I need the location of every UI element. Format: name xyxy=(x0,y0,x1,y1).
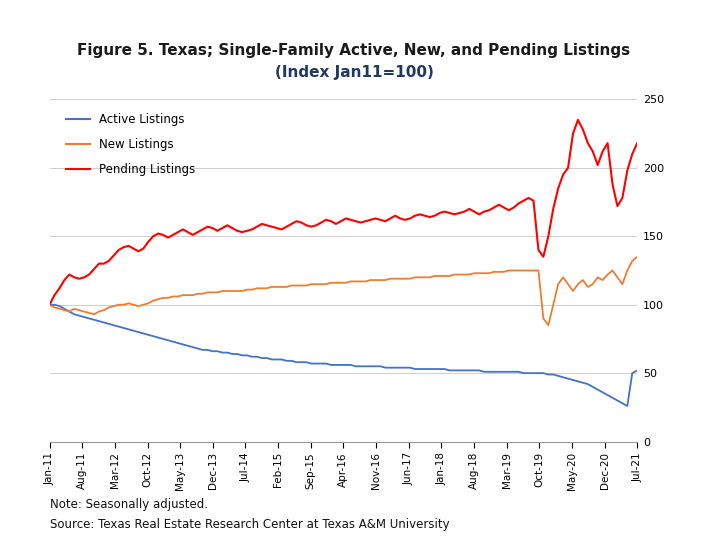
Text: Figure 5. Texas; Single-Family Active, New, and Pending Listings: Figure 5. Texas; Single-Family Active, N… xyxy=(77,43,631,58)
Text: Source: Texas Real Estate Research Center at Texas A&M University: Source: Texas Real Estate Research Cente… xyxy=(50,518,449,531)
Legend: Active Listings, New Listings, Pending Listings: Active Listings, New Listings, Pending L… xyxy=(62,109,200,181)
Text: Note: Seasonally adjusted.: Note: Seasonally adjusted. xyxy=(50,497,207,511)
Text: (Index Jan11=100): (Index Jan11=100) xyxy=(275,65,433,80)
